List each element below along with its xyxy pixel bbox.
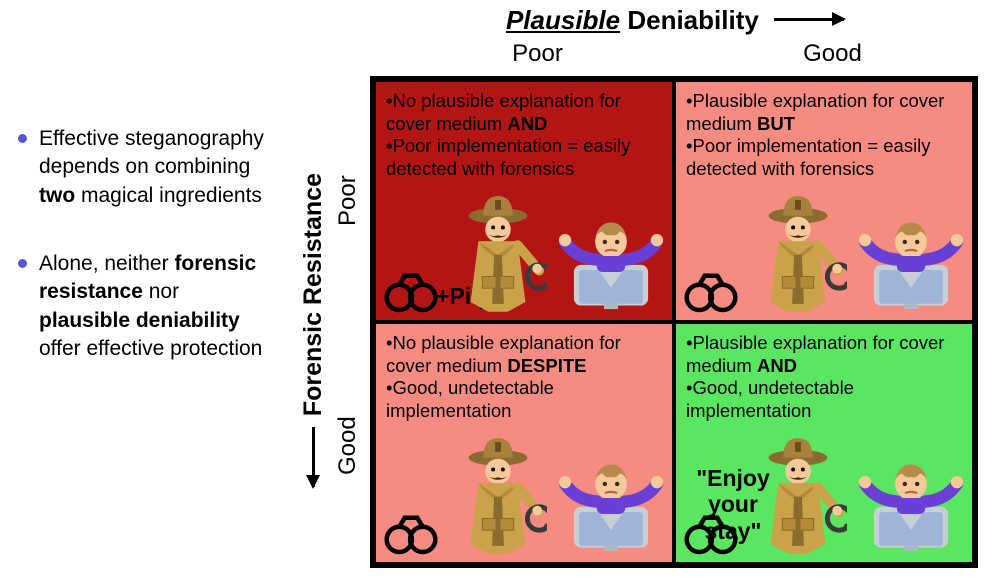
cell-good-poor: •Plausible explanation for cover medium … bbox=[674, 80, 974, 322]
arrow-right-icon bbox=[774, 18, 844, 21]
cell-good-good: •Plausible explanation for cover medium … bbox=[674, 322, 974, 564]
bullet-dot-icon bbox=[18, 259, 27, 268]
detective-icon bbox=[749, 428, 847, 556]
detective-icon bbox=[749, 186, 847, 314]
cell-br-icons bbox=[684, 426, 964, 556]
y-axis-labels: Poor Good bbox=[334, 78, 360, 568]
bullet-2: Alone, neither forensic resistance nor p… bbox=[18, 250, 273, 363]
matrix-region: Plausible Deniability Poor Good Forensic… bbox=[300, 0, 990, 583]
cell-tl-line1: •No plausible explanation for cover medi… bbox=[386, 90, 662, 135]
sidebar-bullets: Effective steganography depends on combi… bbox=[18, 125, 273, 403]
cell-poor-poor: •No plausible explanation for cover medi… bbox=[374, 80, 674, 322]
cell-tr-line1: •Plausible explanation for cover medium … bbox=[686, 90, 962, 135]
bullet-2-text: Alone, neither forensic resistance nor p… bbox=[39, 250, 273, 363]
cell-br-line2: •Good, undetectable implementation bbox=[686, 377, 962, 422]
y-axis-title: Forensic Resistance bbox=[300, 100, 326, 560]
handcuffs-icon bbox=[684, 270, 738, 314]
bullet-1-text: Effective steganography depends on combi… bbox=[39, 125, 273, 210]
x-axis-labels: Poor Good bbox=[390, 40, 980, 68]
cell-bl-line2: •Good, undetectable implementation bbox=[386, 377, 662, 422]
cell-tl-icons bbox=[384, 184, 664, 314]
x-axis-title: Plausible Deniability bbox=[360, 5, 990, 36]
arrow-down-icon bbox=[312, 427, 315, 487]
cell-poor-good: •No plausible explanation for cover medi… bbox=[374, 322, 674, 564]
detective-icon bbox=[449, 186, 547, 314]
y-label-good: Good bbox=[334, 323, 360, 568]
shrug-person-icon bbox=[858, 456, 964, 556]
cell-br-line1: •Plausible explanation for cover medium … bbox=[686, 332, 962, 377]
cell-tr-icons bbox=[684, 184, 964, 314]
bullet-1: Effective steganography depends on combi… bbox=[18, 125, 273, 210]
two-by-two-matrix: •No plausible explanation for cover medi… bbox=[370, 76, 978, 568]
bullet-dot-icon bbox=[18, 134, 27, 143]
y-label-poor: Poor bbox=[334, 78, 360, 323]
handcuffs-icon bbox=[384, 270, 438, 314]
handcuffs-icon bbox=[384, 512, 438, 556]
x-label-poor: Poor bbox=[390, 40, 685, 68]
shrug-person-icon bbox=[858, 214, 964, 314]
cell-bl-line1: •No plausible explanation for cover medi… bbox=[386, 332, 662, 377]
detective-icon bbox=[449, 428, 547, 556]
handcuffs-icon bbox=[684, 512, 738, 556]
cell-bl-icons bbox=[384, 426, 664, 556]
shrug-person-icon bbox=[558, 456, 664, 556]
shrug-person-icon bbox=[558, 214, 664, 314]
cell-tl-line2: •Poor implementation = easily detected w… bbox=[386, 135, 662, 180]
cell-tr-line2: •Poor implementation = easily detected w… bbox=[686, 135, 962, 180]
x-label-good: Good bbox=[685, 40, 980, 68]
